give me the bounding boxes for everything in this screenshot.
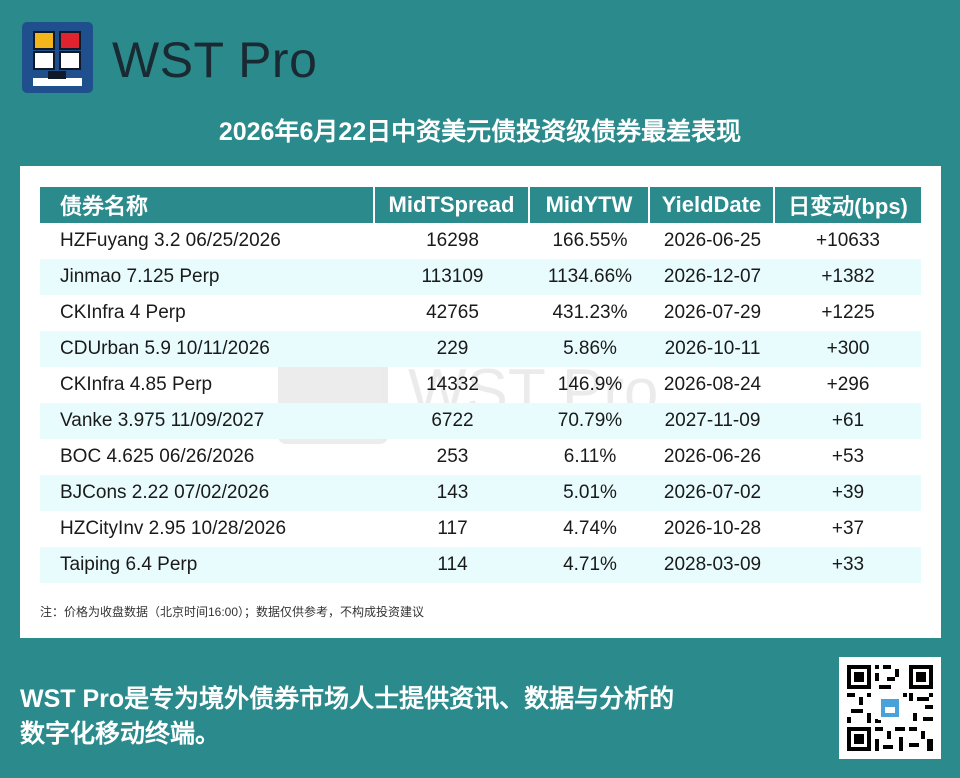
table-panel: WST Pro 债券名称 MidTSpread MidYTW YieldDate… [20, 166, 941, 638]
table-row: HZFuyang 3.2 06/25/2026 16298 166.55% 20… [40, 223, 921, 259]
cell-mid-ytw: 4.71% [530, 547, 650, 583]
cell-daily-change: +300 [775, 331, 921, 367]
cell-daily-change: +10633 [816, 230, 880, 251]
logo-white-square-left [33, 51, 55, 70]
cell-yield-date: 2026-07-02 [650, 475, 775, 511]
table-row: CKInfra 4 Perp 42765 431.23% 2026-07-29 … [40, 295, 921, 331]
cell-mid-ytw: 70.79% [530, 403, 650, 439]
brand-logo-icon [22, 22, 93, 93]
table-row: BJCons 2.22 07/02/2026 143 5.01% 2026-07… [40, 475, 921, 511]
cell-mid-t-spread: 6722 [375, 403, 530, 439]
page-title: 2026年6月22日中资美元债投资级债券最差表现 [218, 118, 742, 146]
cell-yield-date: 2026-10-11 [650, 331, 775, 367]
cell-bond-name: Jinmao 7.125 Perp [40, 259, 375, 295]
cell-daily-change: +61 [775, 403, 921, 439]
cell-yield-date: 2026-06-25 [663, 230, 762, 251]
table-row: Jinmao 7.125 Perp 113109 1134.66% 2026-1… [40, 259, 921, 295]
cell-bond-name: Vanke 3.975 11/09/2027 [40, 403, 375, 439]
cell-mid-t-spread: 143 [375, 475, 530, 511]
qr-code-graphic [845, 663, 935, 753]
cell-mid-t-spread: 113109 [375, 259, 530, 295]
cell-mid-t-spread: 253 [436, 446, 469, 467]
disclaimer-note: 注：价格为收盘数据（北京时间16:00）；数据仅供参考，不构成投资建议 [40, 605, 425, 619]
table-row: HZCityInv 2.95 10/28/2026 117 4.74% 2026… [40, 511, 921, 547]
table-header-row: 债券名称 MidTSpread MidYTW YieldDate 日变动(bps… [40, 187, 921, 223]
cell-bond-name: CKInfra 4 Perp [60, 302, 186, 323]
cell-bond-name: BJCons 2.22 07/02/2026 [40, 475, 375, 511]
cell-daily-change: +1225 [821, 302, 875, 323]
table-row: Taiping 6.4 Perp 114 4.71% 2028-03-09 +3… [40, 547, 921, 583]
cell-mid-ytw: 4.74% [563, 518, 617, 539]
cell-mid-ytw: 431.23% [552, 302, 628, 323]
cell-daily-change: +37 [831, 518, 865, 539]
cell-bond-name: HZCityInv 2.95 10/28/2026 [60, 518, 287, 539]
footer-line-1: WST Pro是专为境外债券市场人士提供资讯、数据与分析的 [20, 685, 675, 713]
bond-table: 债券名称 MidTSpread MidYTW YieldDate 日变动(bps… [40, 187, 921, 583]
cell-bond-name: BOC 4.625 06/26/2026 [60, 446, 255, 467]
cell-daily-change: +296 [826, 374, 870, 395]
cell-daily-change: +53 [831, 446, 865, 467]
cell-mid-t-spread: 14332 [426, 374, 479, 395]
footer-tagline: WST Pro是专为境外债券市场人士提供资讯、数据与分析的 数字化移动终端。 [20, 682, 780, 752]
cell-yield-date: 2028-03-09 [650, 547, 775, 583]
brand-name: WST Pro [112, 32, 318, 88]
cell-bond-name: Taiping 6.4 Perp [40, 547, 375, 583]
logo-white-square-right [59, 51, 81, 70]
logo-red-square [59, 31, 81, 50]
cell-mid-t-spread: 16298 [426, 230, 479, 251]
cell-yield-date: 2026-10-28 [663, 518, 762, 539]
cell-yield-date: 2026-08-24 [663, 374, 762, 395]
qr-code-icon [839, 657, 941, 759]
cell-mid-ytw: 166.55% [552, 230, 628, 251]
cell-yield-date: 2026-06-26 [663, 446, 762, 467]
cell-daily-change: +1382 [775, 259, 921, 295]
cell-mid-ytw: 1134.66% [530, 259, 650, 295]
cell-bond-name: CKInfra 4.85 Perp [60, 374, 213, 395]
header-bond-name: 债券名称 [40, 187, 375, 223]
header-daily-change: 日变动(bps) [775, 187, 921, 223]
cell-yield-date: 2026-07-29 [663, 302, 762, 323]
cell-mid-ytw: 6.11% [563, 446, 617, 467]
cell-mid-t-spread: 117 [437, 518, 468, 539]
table-row: Vanke 3.975 11/09/2027 6722 70.79% 2027-… [40, 403, 921, 439]
cell-daily-change: +33 [775, 547, 921, 583]
cell-mid-ytw: 146.9% [557, 374, 623, 395]
cell-mid-t-spread: 114 [375, 547, 530, 583]
cell-mid-ytw: 5.86% [530, 331, 650, 367]
cell-daily-change: +39 [775, 475, 921, 511]
cell-yield-date: 2027-11-09 [650, 403, 775, 439]
table-row: CKInfra 4.85 Perp 14332 146.9% 2026-08-2… [40, 367, 921, 403]
table-row: BOC 4.625 06/26/2026 253 6.11% 2026-06-2… [40, 439, 921, 475]
cell-yield-date: 2026-12-07 [650, 259, 775, 295]
cell-mid-t-spread: 229 [375, 331, 530, 367]
cell-mid-t-spread: 42765 [426, 302, 479, 323]
logo-yellow-square [33, 31, 55, 50]
logo-stand [48, 71, 66, 79]
footer-line-2: 数字化移动终端。 [20, 720, 221, 748]
cell-mid-ytw: 5.01% [530, 475, 650, 511]
cell-bond-name: CDUrban 5.9 10/11/2026 [40, 331, 375, 367]
header-yield-date: YieldDate [650, 187, 775, 223]
cell-bond-name: HZFuyang 3.2 06/25/2026 [60, 230, 281, 251]
logo-base [33, 78, 82, 86]
header-mid-t-spread: MidTSpread [375, 187, 530, 223]
table-row: CDUrban 5.9 10/11/2026 229 5.86% 2026-10… [40, 331, 921, 367]
header-mid-ytw: MidYTW [530, 187, 650, 223]
